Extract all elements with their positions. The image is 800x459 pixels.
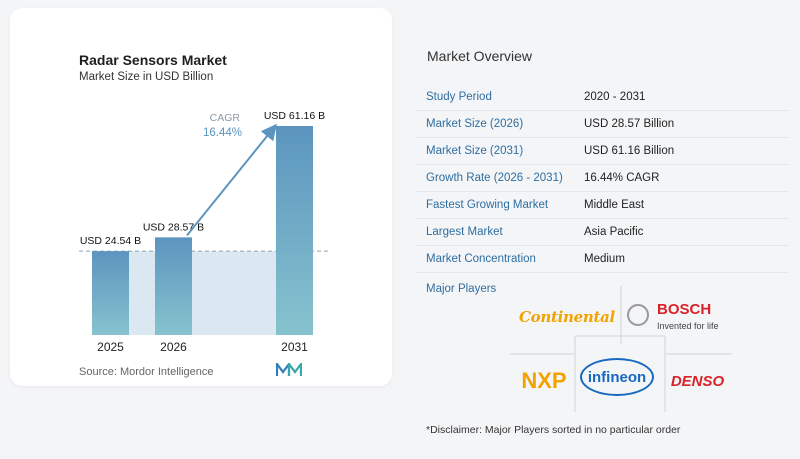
- x-tick-label: 2031: [281, 340, 308, 354]
- bosch-emblem-icon: [627, 304, 649, 326]
- overview-value: Medium: [584, 253, 625, 265]
- overview-label: Growth Rate (2026 - 2031): [426, 172, 563, 184]
- overview-label: Fastest Growing Market: [426, 199, 549, 211]
- bar-value-label: USD 28.57 B: [143, 221, 204, 233]
- overview-row: Market Size (2031) USD 61.16 Billion: [416, 138, 789, 165]
- bar-2031: [276, 126, 313, 335]
- overview-label: Market Size (2026): [426, 118, 524, 130]
- overview-row: Fastest Growing Market Middle East: [416, 192, 789, 219]
- cagr-arrow: [186, 123, 278, 236]
- cagr-label: CAGR: [210, 112, 241, 124]
- denso-logo: DENSO: [670, 372, 725, 390]
- x-tick-label: 2025: [97, 340, 124, 354]
- overview-label: Largest Market: [426, 226, 503, 238]
- overview-label: Market Size (2031): [426, 145, 524, 157]
- players-grid-lines: [510, 286, 732, 412]
- overview-label: Study Period: [426, 91, 492, 103]
- x-tick-label: 2026: [160, 340, 187, 354]
- overview-value: 2020 - 2031: [584, 91, 646, 103]
- bosch-name: BOSCH: [657, 301, 712, 318]
- overview-value: 16.44% CAGR: [584, 172, 660, 184]
- major-players-title: Major Players: [426, 283, 497, 295]
- nxp-logo-text: NXP: [521, 368, 567, 393]
- continental-logo: Continental: [519, 308, 615, 326]
- bosch-tagline: Invented for life: [657, 321, 719, 331]
- cagr-value: 16.44%: [203, 127, 242, 139]
- bar-chart: USD 24.54 B 2025 USD 28.57 B 2026 USD 61.16 …: [79, 110, 330, 354]
- bar-value-label: USD 24.54 B: [80, 235, 141, 247]
- chart-subtitle: Market Size in USD Billion: [79, 71, 214, 83]
- overview-value: USD 61.16 Billion: [584, 145, 675, 157]
- disclaimer-text: *Disclaimer: Major Players sorted in no …: [426, 424, 681, 436]
- overview-value: USD 28.57 Billion: [584, 118, 675, 130]
- bar-2026: [155, 237, 192, 335]
- mordor-logo-icon: [276, 363, 302, 376]
- overview-label: Market Concentration: [426, 253, 536, 265]
- infineon-logo: infineon: [580, 358, 654, 396]
- overview-row: Market Size (2026) USD 28.57 Billion: [416, 111, 789, 138]
- bar-value-label: USD 61.16 B: [264, 110, 325, 122]
- market-overview-title: Market Overview: [427, 48, 533, 64]
- overview-row: Study Period 2020 - 2031: [416, 84, 789, 111]
- chart-title: Radar Sensors Market: [79, 52, 227, 68]
- overview-value: Middle East: [584, 199, 645, 211]
- overview-row: Growth Rate (2026 - 2031) 16.44% CAGR: [416, 165, 789, 192]
- bar-2025: [92, 251, 129, 335]
- bosch-logo: BOSCH Invented for life: [627, 299, 727, 337]
- overview-value: Asia Pacific: [584, 226, 644, 238]
- nxp-logo: NXP: [514, 366, 574, 396]
- overview-row: Market Concentration Medium: [416, 246, 789, 273]
- source-text: Source: Mordor Intelligence: [79, 366, 214, 378]
- overview-row: Largest Market Asia Pacific: [416, 219, 789, 246]
- overview-table: Study Period 2020 - 2031 Market Size (20…: [416, 84, 789, 273]
